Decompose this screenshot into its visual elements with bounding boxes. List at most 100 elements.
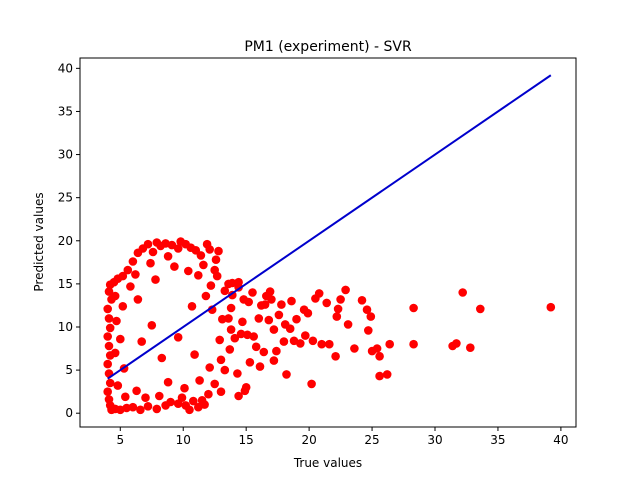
- scatter-point: [152, 404, 162, 414]
- scatter-point: [216, 387, 226, 397]
- scatter-point: [322, 298, 332, 308]
- scatter-point: [157, 353, 167, 363]
- scatter-point: [350, 344, 359, 353]
- scatter-point: [216, 355, 226, 365]
- scatter-point: [333, 304, 343, 314]
- scatter-point: [205, 245, 214, 254]
- scatter-point: [226, 303, 236, 313]
- scatter-point: [195, 376, 204, 385]
- x-tick-label: 25: [364, 433, 379, 447]
- scatter-point: [325, 339, 334, 349]
- scatter-point: [126, 282, 135, 291]
- scatter-point: [163, 377, 173, 387]
- scatter-point: [151, 275, 160, 284]
- scatter-point: [269, 356, 279, 365]
- scatter-point: [220, 286, 230, 296]
- scatter-point: [105, 323, 115, 333]
- scatter-point: [366, 312, 376, 321]
- scatter-point: [239, 295, 248, 304]
- scatter-point: [143, 402, 153, 411]
- scatter-point: [105, 378, 115, 388]
- scatter-point: [303, 308, 313, 318]
- scatter-point: [279, 337, 289, 346]
- scatter-point: [301, 331, 310, 340]
- chart-title: PM1 (experiment) - SVR: [244, 39, 412, 55]
- scatter-point: [103, 387, 112, 397]
- scatter-point: [238, 317, 247, 327]
- x-tick-label: 20: [301, 433, 316, 447]
- scatter-point: [103, 359, 112, 369]
- scatter-point: [317, 339, 327, 349]
- x-axis-label: True values: [293, 456, 362, 470]
- scatter-point: [307, 379, 316, 389]
- scatter-point: [234, 277, 243, 287]
- scatter-point: [185, 405, 194, 415]
- scatter-point: [285, 324, 295, 334]
- scatter-point: [367, 346, 377, 356]
- scatter-point: [163, 251, 173, 261]
- scatter-point: [133, 295, 143, 304]
- scatter-point: [166, 397, 175, 407]
- scatter-point: [121, 392, 130, 402]
- scatter-point: [141, 393, 150, 403]
- scatter-point: [197, 396, 207, 405]
- scatter-point: [110, 291, 120, 301]
- scatter-point: [190, 350, 199, 359]
- scatter-point: [205, 363, 214, 372]
- scatter-point: [214, 246, 223, 256]
- scatter-point: [336, 295, 345, 304]
- axes-frame: [79, 57, 577, 428]
- scatter-point: [189, 396, 198, 406]
- scatter-point: [341, 285, 350, 295]
- scatter-point: [170, 262, 179, 271]
- scatter-point: [343, 320, 353, 329]
- scatter-point: [282, 370, 291, 379]
- scatter-point: [249, 332, 258, 341]
- x-tick-label: 40: [553, 433, 568, 447]
- scatter-point: [131, 270, 140, 279]
- scatter-point: [103, 304, 112, 314]
- scatter-point: [210, 379, 219, 389]
- scatter-point: [375, 371, 384, 381]
- scatter-point: [289, 336, 299, 346]
- y-tick-label: 25: [58, 191, 73, 205]
- scatter-point: [331, 352, 340, 361]
- scatter-point: [184, 266, 193, 276]
- scatter-point: [212, 271, 222, 281]
- scatter-point: [112, 316, 121, 326]
- y-tick-label: 10: [58, 320, 73, 334]
- scatter-point: [137, 337, 146, 346]
- scatter-point: [409, 303, 418, 313]
- scatter-point: [375, 352, 384, 361]
- y-tick-label: 30: [58, 148, 73, 162]
- scatter-point: [236, 329, 246, 339]
- scatter-point: [272, 346, 281, 356]
- y-tick-label: 40: [58, 61, 73, 75]
- plot-area: 5 10 15 20 25 30 35 40 0 5 10 15 20 25 30 35 40: [58, 57, 577, 447]
- y-tick-label: 0: [65, 406, 73, 420]
- scatter-point: [260, 300, 270, 309]
- scatter-point: [173, 244, 183, 253]
- x-tick-label: 30: [427, 433, 442, 447]
- scatter-point: [128, 402, 138, 412]
- scatter-point: [274, 310, 284, 320]
- scatter-point: [292, 314, 301, 324]
- y-axis-label: Predicted values: [32, 192, 46, 291]
- scatter-point: [476, 304, 485, 314]
- scatter-point: [103, 332, 112, 341]
- scatter-point: [133, 248, 143, 258]
- scatter-point: [176, 237, 185, 246]
- scatter-point: [132, 386, 141, 396]
- scatter-point: [110, 348, 120, 358]
- scatter-point: [211, 255, 221, 264]
- reference-line: [107, 74, 552, 380]
- scatter-point: [308, 336, 318, 346]
- scatter-point: [448, 341, 457, 351]
- scatter-point: [233, 369, 242, 378]
- scatter-point: [173, 333, 183, 342]
- scatter-point: [382, 370, 392, 379]
- scatter-point: [177, 393, 187, 403]
- scatter-point: [206, 281, 216, 290]
- scatter-point: [220, 365, 230, 375]
